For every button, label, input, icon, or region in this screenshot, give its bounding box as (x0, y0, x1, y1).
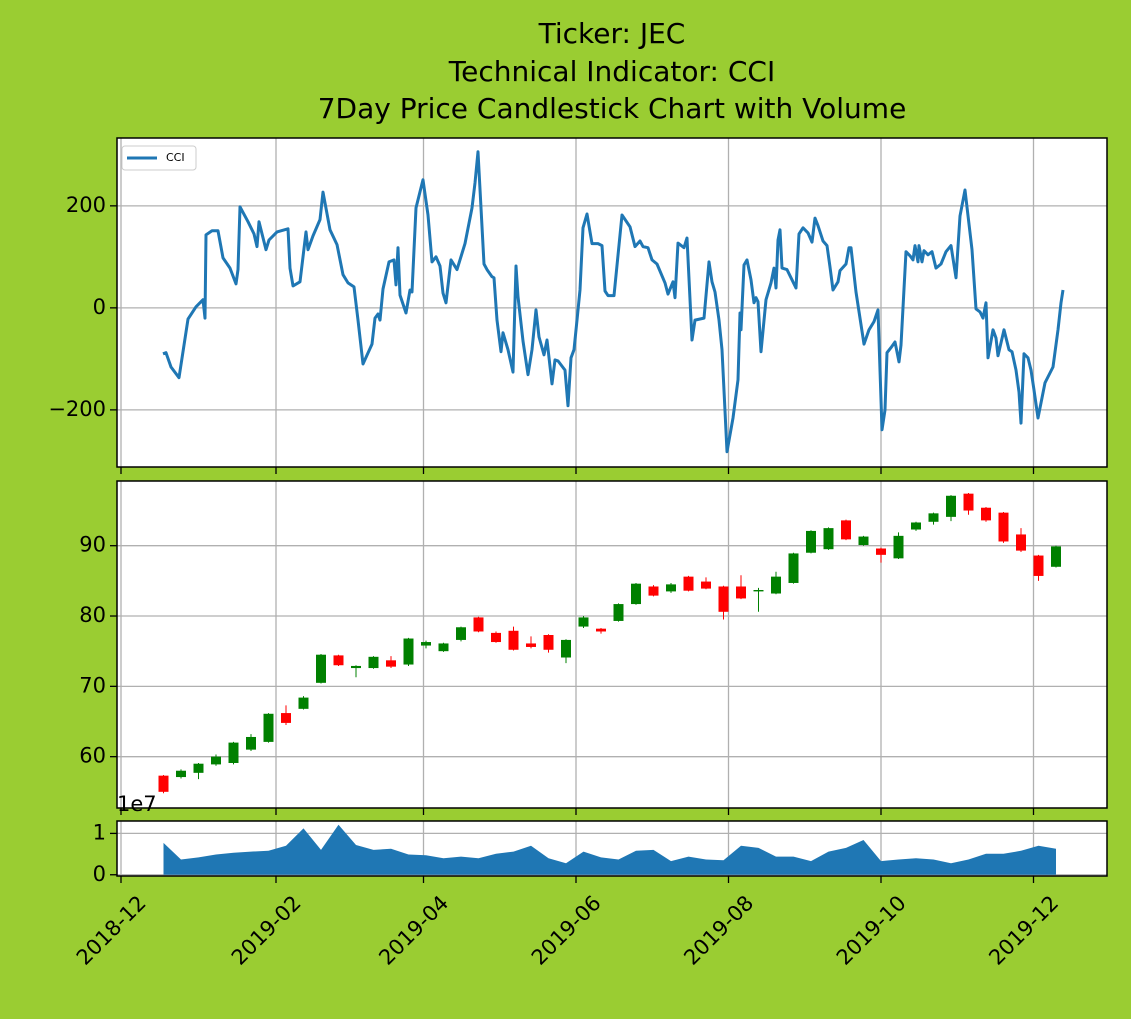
candle-body (543, 635, 554, 650)
candle-body (893, 535, 904, 559)
candle-body (648, 586, 659, 596)
candle-body (718, 586, 729, 612)
candle-body (263, 713, 274, 742)
candle-body (736, 586, 746, 599)
axes-frame (116, 480, 1108, 809)
candle-body (823, 528, 834, 550)
y-tick-label: 90 (79, 533, 106, 557)
candle-body (631, 583, 641, 605)
candle-body (456, 627, 466, 640)
candle-body (683, 576, 694, 591)
title-line: 7Day Price Candlestick Chart with Volume (318, 92, 907, 125)
axes-background (117, 138, 1107, 467)
candle-body (508, 630, 519, 650)
candle-body (228, 742, 239, 763)
title-line: Technical Indicator: CCI (448, 55, 775, 88)
volume-area (163, 824, 1056, 875)
candle-body (281, 713, 291, 723)
candle-body (928, 513, 939, 522)
y-tick-label: 200 (66, 193, 106, 217)
y-tick-label: 1 (93, 820, 106, 844)
candle-body (771, 576, 781, 594)
legend-box (121, 145, 197, 171)
cci-line (162, 150, 1065, 454)
candle-body (158, 775, 169, 792)
candle-body (421, 642, 431, 646)
axes-frame (116, 820, 1108, 877)
candle-body (1051, 546, 1061, 567)
y-tick-label: 80 (79, 603, 106, 627)
candle-body (1033, 555, 1044, 576)
candle-body (526, 643, 536, 647)
candle-body (333, 655, 344, 666)
candle-body (438, 643, 449, 652)
candle-body (193, 763, 204, 773)
legend-label: CCI (166, 151, 185, 164)
candle-body (316, 654, 326, 683)
candle-body (981, 507, 991, 521)
candle-body (351, 665, 361, 669)
candle-body (876, 548, 886, 555)
offset-label: 1e7 (117, 792, 157, 816)
title-line: Ticker: JEC (538, 17, 686, 50)
y-tick-label: 0 (93, 862, 106, 886)
candle-body (613, 604, 624, 621)
y-tick-label: 0 (93, 295, 106, 319)
candle-body (963, 493, 974, 511)
candle-body (578, 617, 589, 627)
candle-body (946, 495, 956, 517)
candle-body (491, 632, 501, 643)
candle-body (998, 512, 1009, 542)
candle-body (806, 530, 816, 553)
axes-background (117, 481, 1107, 808)
candle-body (858, 536, 869, 545)
candle-body (298, 697, 309, 709)
axes-frame (116, 137, 1108, 468)
candle-body (1016, 534, 1026, 551)
candle-body (666, 584, 676, 592)
y-tick-label: 70 (79, 673, 106, 697)
candle-body (176, 770, 186, 778)
candle-body (386, 660, 396, 667)
candle-body (701, 581, 711, 589)
y-tick-label: −200 (48, 397, 106, 421)
candle-body (403, 638, 414, 665)
candle-body (788, 553, 799, 583)
candle-body (368, 656, 379, 669)
candle-body (211, 756, 221, 765)
candle-body (841, 520, 851, 540)
candle-body (596, 628, 606, 632)
candle-body (753, 590, 764, 592)
y-tick-label: 60 (79, 744, 106, 768)
candle-body (473, 617, 484, 632)
candle-body (561, 639, 571, 658)
candle-body (911, 522, 921, 530)
candle-body (246, 736, 256, 750)
